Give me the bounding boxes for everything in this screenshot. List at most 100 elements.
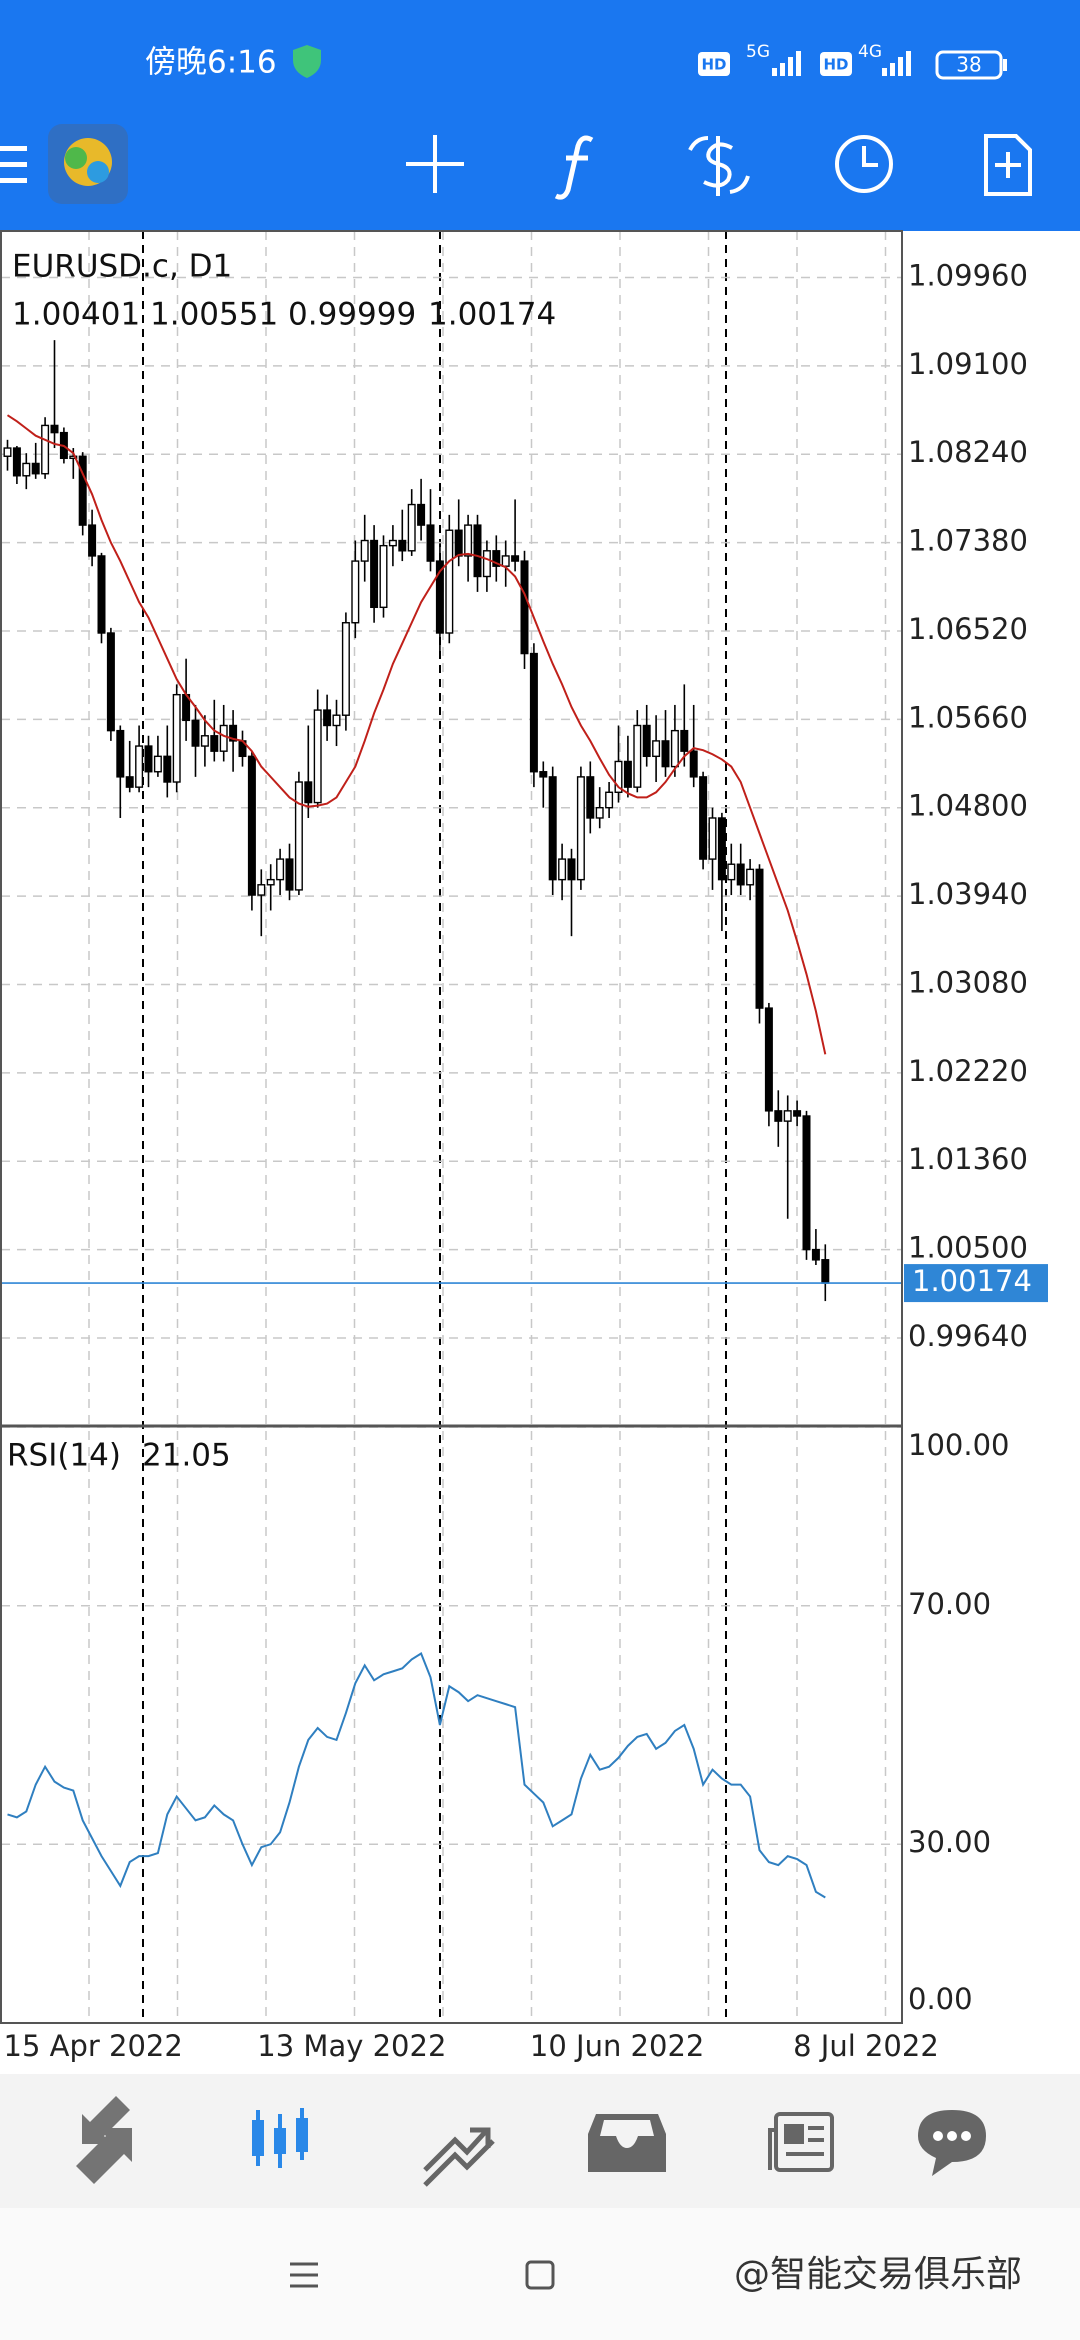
y-tick-label: 1.08240 [908,435,1028,469]
candle-body [12,447,21,477]
nav-news[interactable] [768,2112,834,2172]
candle-body [153,755,162,773]
candle-body [445,529,454,634]
y-tick-label: 1.03940 [908,877,1028,911]
candle-body [276,858,285,881]
y-tick-label: 1.09960 [908,258,1028,292]
history-button[interactable] [835,135,893,193]
candle-body [576,776,585,881]
candle-body [22,462,31,477]
y-tick-label: 1.02220 [908,1054,1028,1088]
hd-badge [698,52,730,76]
system-nav [0,2208,1080,2340]
ohlc-open: 1.00401 [12,297,140,333]
candle-body [783,1110,792,1122]
candle-body [586,776,595,819]
crosshair-button[interactable] [406,135,464,193]
system-home[interactable] [525,2260,555,2290]
candle-body [670,729,679,768]
rsi-line [7,1651,826,1899]
nav-history[interactable] [588,2114,666,2172]
candle-body [172,693,181,783]
y-tick-label: 1.04800 [908,789,1028,823]
candle-body [764,1007,773,1112]
candle-body [125,776,134,788]
y-tick-label: 1.07380 [908,524,1028,558]
system-menu[interactable] [290,2262,318,2288]
candle-body [482,550,491,578]
candle-body [501,555,510,567]
y-tick-label: 70.00 [908,1587,991,1621]
candle-body [623,760,632,788]
y-tick-label: 1.06520 [908,612,1028,646]
nav-chart[interactable] [252,2108,308,2168]
candle-body [135,745,144,788]
candle-body [811,1248,820,1261]
y-tick-label: 1.09100 [908,347,1028,381]
indicators-button[interactable] [554,135,594,200]
candle-body [633,724,642,788]
x-tick-label: 13 May 2022 [257,2029,446,2063]
candle-body [417,503,426,526]
candle-body [680,729,689,752]
hd-text: HD [823,56,848,74]
candle-body [78,455,87,526]
candle-body [435,560,444,634]
nav-trade[interactable] [423,2127,495,2187]
nav-quotes[interactable] [76,2096,132,2184]
candle-body [257,884,266,896]
candle-body [332,714,341,727]
candle-body [689,750,698,778]
candle-body [304,781,313,804]
candle-body [802,1115,811,1251]
rsi-value: 21.05 [142,1438,231,1474]
candle-body [210,735,219,752]
status-shield [293,45,321,78]
battery [935,50,1003,80]
candle-body [106,632,115,732]
app-bar [0,0,1080,231]
price-label: 1.00174 [912,1264,1032,1298]
candle-body [642,724,651,758]
candle-body [529,652,538,773]
status-time: 傍晚6:16 [145,45,277,81]
candle-body [473,524,482,578]
candle-body [50,424,59,434]
y-tick-label: 100.00 [908,1428,1009,1462]
price-label-bg [904,1264,1048,1303]
y-tick-label: 0.99640 [908,1319,1028,1353]
candle-body [548,776,557,881]
candle-body [821,1259,830,1284]
candle-body [736,863,745,886]
net-4g: 4G [858,42,882,62]
nav-chat[interactable] [918,2110,986,2176]
candle-body [388,539,397,547]
x-tick-label: 10 Jun 2022 [530,2029,704,2063]
candle-body [398,539,407,552]
candle-body [323,709,332,727]
x-tick-label: 8 Jul 2022 [793,2029,939,2063]
candle-body [285,858,294,891]
candle-body [3,447,12,457]
rsi-title: RSI(14) [7,1438,121,1474]
hd-badge [820,52,852,76]
candle-body [360,539,369,562]
menu-button[interactable] [0,146,27,183]
candle-body [163,755,172,783]
candle-body [595,807,604,819]
candle-body [426,524,435,562]
candle-body [520,560,529,655]
candle-body [370,539,379,609]
candle-body [69,455,78,460]
candle-body [699,776,708,860]
x-tick-label: 15 Apr 2022 [4,2029,183,2063]
new-order-button[interactable] [984,134,1032,196]
app-icon[interactable] [48,124,128,204]
hd-text: HD [701,56,726,74]
candle-body [539,771,548,778]
candle-body [717,817,726,881]
signal-2 [882,51,911,76]
trade-button[interactable] [688,136,750,196]
